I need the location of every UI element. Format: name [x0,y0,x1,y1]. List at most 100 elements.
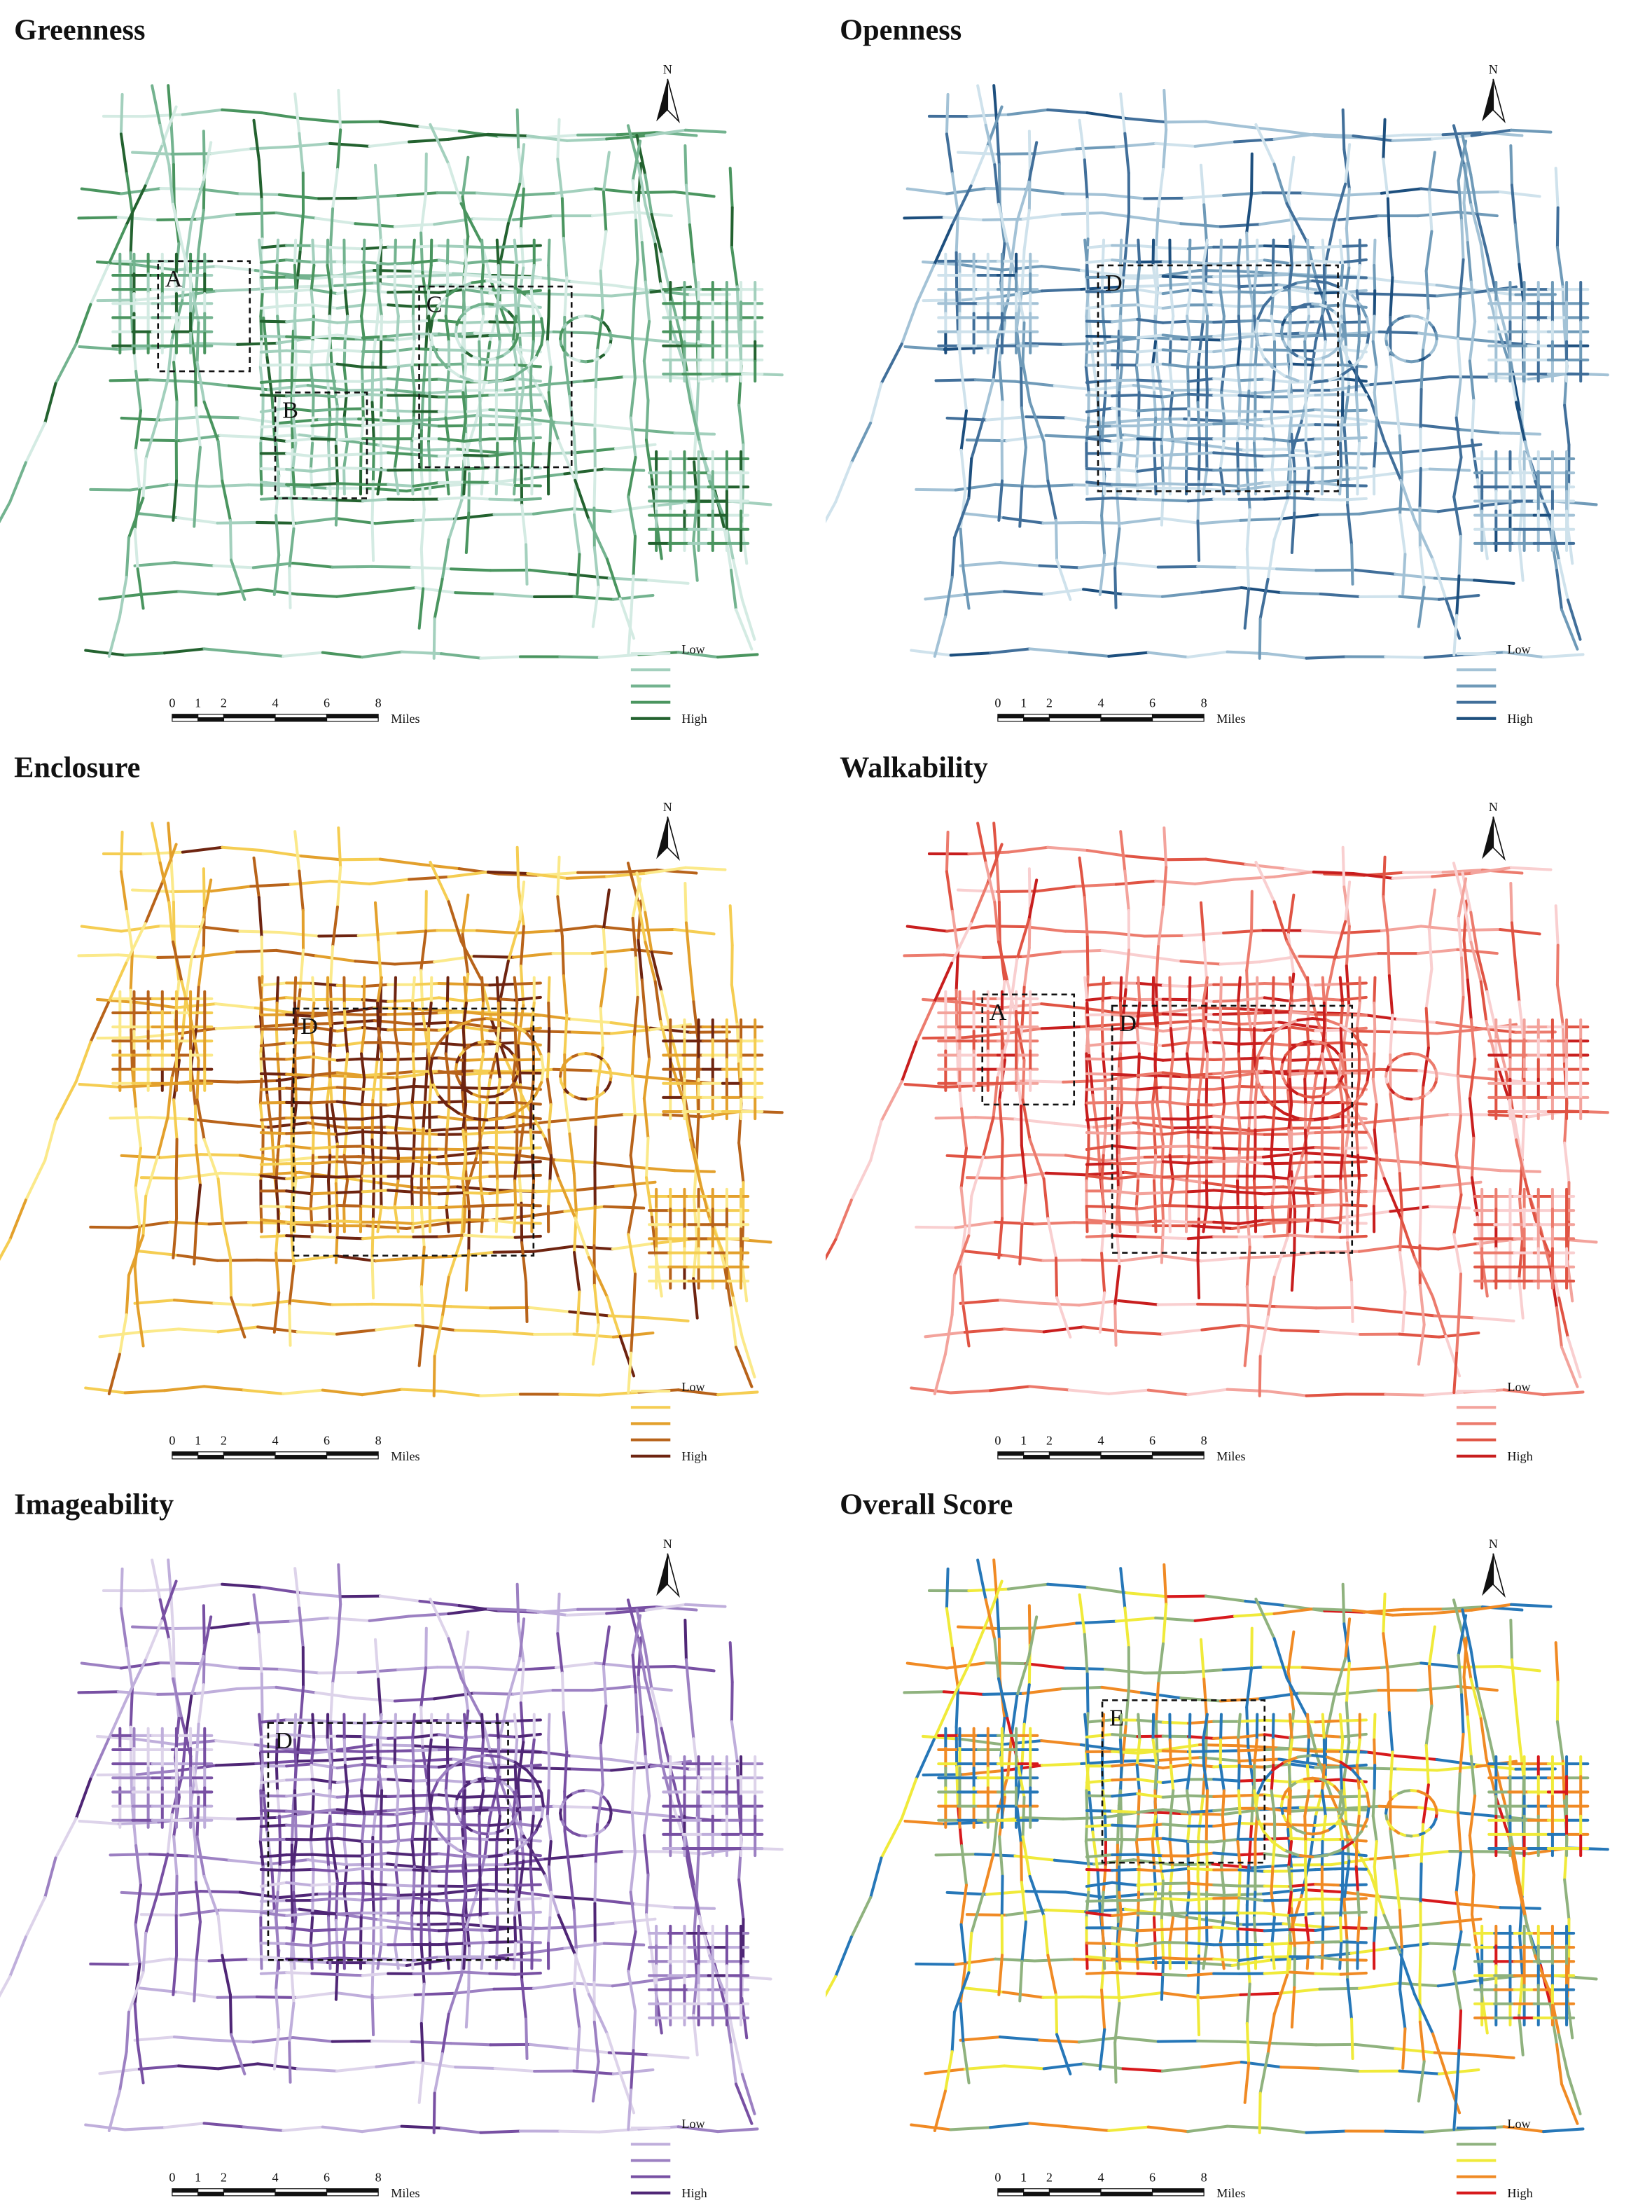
street [492,512,535,516]
street [457,374,474,382]
street [532,507,575,516]
street [594,1086,599,1128]
street [943,1084,986,1088]
street [1085,481,1114,486]
street [1339,1179,1343,1208]
street [1161,303,1190,310]
street [293,829,301,873]
street [683,881,688,925]
street [1186,1388,1229,1396]
street [1510,866,1553,871]
street [1155,365,1165,408]
street [1055,1296,1072,1339]
street [136,567,145,610]
street [1339,258,1368,264]
street [1342,424,1349,467]
street [688,401,701,443]
street [463,496,492,501]
street [463,1058,492,1062]
street [298,869,305,912]
street [515,108,520,151]
street [1136,244,1165,249]
street [609,1758,653,1767]
street [1346,1240,1354,1284]
street [1263,1217,1292,1222]
street [412,394,440,399]
street [1135,289,1141,318]
street [1143,1154,1186,1159]
scale-tick-label: 8 [1201,696,1207,710]
study-area-box [418,285,573,469]
street [1466,241,1473,284]
street [1258,217,1301,226]
street [997,1217,1004,1259]
street [558,655,601,659]
street [924,593,966,601]
street [1494,1029,1508,1072]
street [373,163,380,207]
street [334,1182,340,1224]
street [513,1023,529,1035]
street [1054,519,1059,562]
street [962,1304,971,1348]
street [1134,1204,1139,1233]
street [1456,337,1462,380]
street [1125,854,1168,861]
street [1168,365,1174,394]
street [693,460,699,503]
street [488,259,517,264]
street [440,1276,450,1318]
street [900,303,918,346]
street [117,1084,160,1088]
street [123,2126,167,2131]
street [1561,1023,1566,1065]
street [684,184,691,226]
street [109,1115,151,1120]
street [695,1119,700,1161]
street [1373,365,1378,394]
street [1360,343,1369,359]
street [1222,928,1265,934]
street [1054,1256,1059,1299]
street [1342,1043,1348,1086]
street [429,1054,434,1071]
street [144,417,159,460]
street [119,92,124,136]
street [1100,441,1105,471]
street [1202,1001,1206,1030]
street [1262,1093,1275,1107]
street [134,369,142,413]
street [1160,1182,1165,1224]
street [517,385,525,428]
street [1111,406,1139,413]
street [967,457,973,500]
street [1296,1016,1314,1022]
street [326,1001,333,1030]
street [449,2042,492,2047]
street [1033,1220,1076,1226]
street [1233,875,1276,881]
street [630,574,635,617]
street [361,983,390,988]
street [630,337,637,380]
street [1028,1138,1046,1180]
street [1455,377,1462,420]
street [179,434,222,443]
street [963,1327,1006,1334]
street [1339,366,1354,378]
street [288,527,296,570]
street [1188,1001,1192,1030]
street [1006,108,1050,116]
street [590,1685,634,1692]
street [1514,1138,1527,1181]
scale-tick-label: 4 [1097,1433,1104,1447]
street [627,1193,637,1236]
street [1256,1042,1265,1058]
street [374,1993,417,2000]
street [631,1074,674,1081]
street [1518,1237,1525,1280]
street [597,1390,641,1397]
street [461,1154,467,1182]
street [547,1001,551,1030]
street [1352,871,1394,880]
